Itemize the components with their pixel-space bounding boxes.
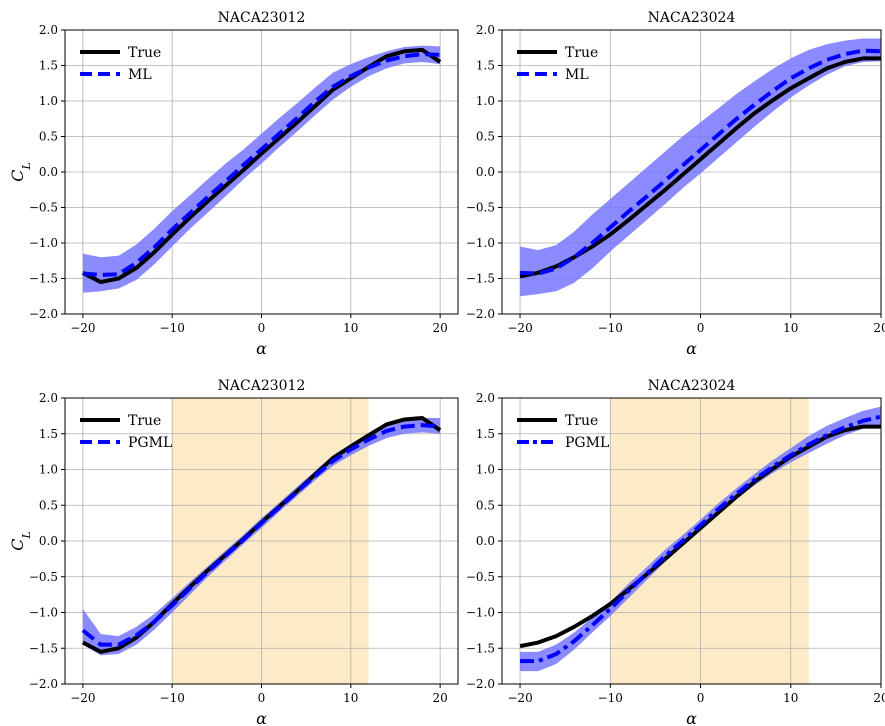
subplot-title: NACA23024 <box>648 10 736 26</box>
x-tick-label: 0 <box>258 321 266 335</box>
series-line-true <box>81 47 442 285</box>
x-tick-label: −20 <box>507 691 532 705</box>
series-line-ml <box>82 52 441 277</box>
series-line-pgml <box>520 414 881 664</box>
y-tick-label: 0.0 <box>39 534 58 548</box>
x-tick-label: −20 <box>70 691 95 705</box>
y-tick-label: 1.5 <box>476 427 495 441</box>
y-tick-label: −1.0 <box>466 236 495 250</box>
x-tick-label: −20 <box>507 321 532 335</box>
legend-label-true: True <box>128 413 161 429</box>
legend: True ML <box>517 45 598 83</box>
x-tick-label: 20 <box>873 321 885 335</box>
legend-label-true: True <box>565 45 598 61</box>
x-tick-label: 10 <box>343 691 358 705</box>
x-tick-label: 10 <box>783 691 798 705</box>
y-tick-label: −0.5 <box>466 570 495 584</box>
y-tick-label: −0.5 <box>466 201 495 215</box>
subplot-1: −20 −10 0 10 20 −2.0 −1.5 −1.0 −0.5 0.0 0.5 1.0 1.5 2… <box>8 10 459 358</box>
y-tick-label: −1.5 <box>29 641 58 655</box>
legend-label-pgml: PGML <box>565 435 609 451</box>
y-tick-label: 0.0 <box>476 534 495 548</box>
y-tick-label: 0.0 <box>39 165 58 179</box>
x-axis-label: α <box>256 709 267 726</box>
y-tick-label: 2.0 <box>39 23 58 37</box>
legend-label-ml: ML <box>565 67 589 83</box>
y-tick-label: 1.5 <box>476 59 495 73</box>
y-axis-label: CL <box>8 531 33 551</box>
x-axis-label: α <box>686 339 697 358</box>
y-tick-label: −2.0 <box>466 307 495 321</box>
subplot-title: NACA23012 <box>218 378 306 394</box>
x-tick-label: −10 <box>160 691 185 705</box>
y-tick-label: 1.0 <box>39 463 58 477</box>
x-tick-label: 20 <box>873 691 885 705</box>
y-tick-label: 1.5 <box>39 59 58 73</box>
y-tick-label: −1.0 <box>29 236 58 250</box>
y-tick-label: 0.5 <box>476 130 495 144</box>
x-tick-label: 10 <box>343 321 358 335</box>
y-tick-label: 1.0 <box>39 94 58 108</box>
y-tick-label: 2.0 <box>476 391 495 405</box>
y-tick-label: −1.5 <box>466 272 495 286</box>
y-tick-label: −1.5 <box>466 641 495 655</box>
y-tick-label: −1.5 <box>29 272 58 286</box>
y-tick-label: 0.5 <box>39 498 58 512</box>
x-axis-label: α <box>256 339 267 358</box>
y-tick-label: −1.0 <box>466 606 495 620</box>
x-axis-label: α <box>686 709 697 726</box>
y-tick-label: −1.0 <box>29 606 58 620</box>
legend-label-true: True <box>128 45 161 61</box>
subplot-4: −20 −10 0 10 20 −2.0 −1.5 −1.0 −0.5 0.0 0.5 1.0 1.5 2… <box>466 378 885 726</box>
series-line-ml <box>519 48 881 276</box>
x-tick-label: 20 <box>432 321 447 335</box>
x-tick-label: 0 <box>258 691 266 705</box>
y-tick-label: −2.0 <box>29 307 58 321</box>
x-tick-label: 20 <box>432 691 447 705</box>
x-tick-label: −10 <box>598 321 623 335</box>
uncertainty-band <box>520 38 881 297</box>
y-tick-label: 2.0 <box>476 23 495 37</box>
y-tick-label: 0.5 <box>476 498 495 512</box>
y-tick-label: 1.0 <box>476 463 495 477</box>
x-tick-label: −20 <box>70 321 95 335</box>
x-tick-label: −10 <box>160 321 185 335</box>
legend: True ML <box>80 45 161 83</box>
y-tick-label: 0.0 <box>476 165 495 179</box>
y-tick-label: 1.0 <box>476 94 495 108</box>
subplot-3: −20 −10 0 10 20 −2.0 −1.5 −1.0 −0.5 0.0 0.5 1.0 1.5 2… <box>8 378 459 726</box>
legend-label-pgml: PGML <box>128 435 172 451</box>
legend: True PGML <box>517 413 609 451</box>
y-tick-label: 0.5 <box>39 130 58 144</box>
legend-label-ml: ML <box>128 67 152 83</box>
y-tick-label: 2.0 <box>39 391 58 405</box>
y-tick-label: 1.5 <box>39 427 58 441</box>
legend-label-true: True <box>565 413 598 429</box>
x-tick-label: 0 <box>697 691 705 705</box>
y-tick-label: −0.5 <box>29 570 58 584</box>
x-tick-label: 10 <box>783 321 798 335</box>
y-tick-label: −2.0 <box>29 677 58 691</box>
legend: True PGML <box>80 413 172 451</box>
subplot-title: NACA23012 <box>218 10 306 26</box>
x-tick-label: 0 <box>697 321 705 335</box>
subplot-2: −20 −10 0 10 20 −2.0 −1.5 −1.0 −0.5 0.0 0.5 1.0 1.5 2… <box>466 10 885 358</box>
series-line-pgml <box>81 423 441 647</box>
x-tick-label: −10 <box>598 691 623 705</box>
y-axis-label: CL <box>8 162 33 182</box>
y-tick-label: −0.5 <box>29 201 58 215</box>
series-line-true <box>519 424 881 649</box>
subplot-title: NACA23024 <box>648 378 736 394</box>
y-tick-label: −2.0 <box>466 677 495 691</box>
